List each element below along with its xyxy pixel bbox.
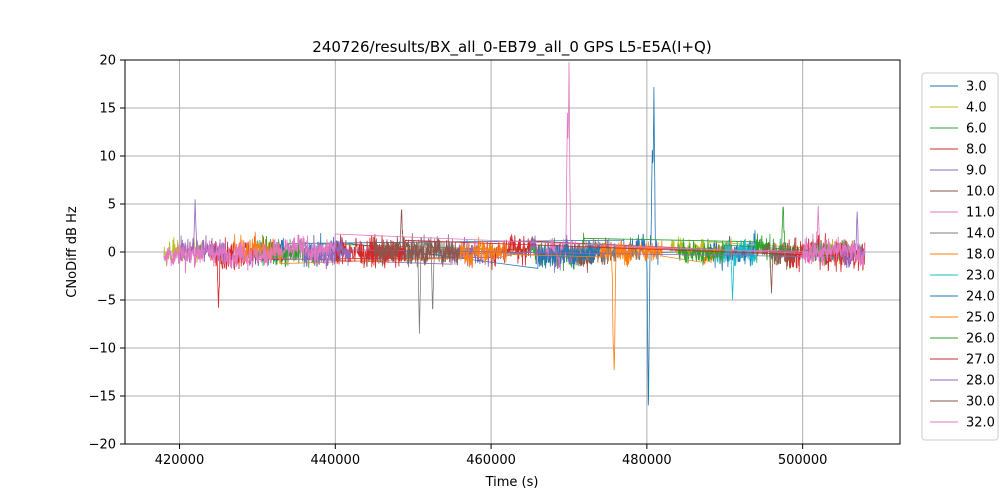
legend-label: 25.0 <box>966 311 995 326</box>
legend-label: 14.0 <box>966 227 995 242</box>
series-line-32.0 <box>163 233 866 274</box>
legend-label: 23.0 <box>966 269 995 284</box>
legend-label: 3.0 <box>966 80 987 95</box>
x-tick-label: 460000 <box>466 453 516 468</box>
y-tick-label: 15 <box>99 102 116 117</box>
y-tick-label: −10 <box>89 342 116 357</box>
y-tick-label: 10 <box>99 150 116 165</box>
y-axis-title: CNoDiff dB Hz <box>65 206 80 298</box>
x-axis: 420000 440000 460000 480000 500000 <box>155 444 828 468</box>
y-axis: −20 −15 −10 −5 0 5 10 15 20 <box>89 54 125 453</box>
y-tick-label: 20 <box>99 54 116 69</box>
legend-label: 6.0 <box>966 122 987 137</box>
x-tick-label: 480000 <box>622 453 672 468</box>
legend-label: 4.0 <box>966 101 987 116</box>
series-line-11.0 <box>545 61 850 268</box>
legend-label: 26.0 <box>966 332 995 347</box>
y-tick-label: −20 <box>89 438 116 453</box>
legend: 3.0 4.0 6.0 8.0 9.0 10.0 11.0 14.0 18.0 23.0 24.0 2… <box>921 72 999 441</box>
legend-label: 10.0 <box>966 185 995 200</box>
y-tick-label: 5 <box>108 198 116 213</box>
legend-label: 18.0 <box>966 248 995 263</box>
legend-label: 28.0 <box>966 374 995 389</box>
chart-title: 240726/results/BX_all_0-EB79_all_0 GPS L… <box>312 38 711 57</box>
x-axis-title: Time (s) <box>485 475 539 490</box>
x-tick-label: 420000 <box>155 453 205 468</box>
x-tick-label: 500000 <box>778 453 828 468</box>
legend-label: 27.0 <box>966 353 995 368</box>
legend-label: 30.0 <box>966 395 995 410</box>
legend-label: 9.0 <box>966 164 987 179</box>
y-tick-label: −5 <box>97 294 116 309</box>
legend-label: 8.0 <box>966 143 987 158</box>
legend-label: 24.0 <box>966 290 995 305</box>
x-tick-label: 440000 <box>310 453 360 468</box>
y-tick-label: 0 <box>108 246 116 261</box>
y-tick-label: −15 <box>89 390 116 405</box>
legend-label: 32.0 <box>966 416 995 431</box>
legend-frame <box>921 72 999 441</box>
legend-label: 11.0 <box>966 206 995 221</box>
plot-area <box>163 61 866 406</box>
series-line-30.0 <box>373 209 461 267</box>
